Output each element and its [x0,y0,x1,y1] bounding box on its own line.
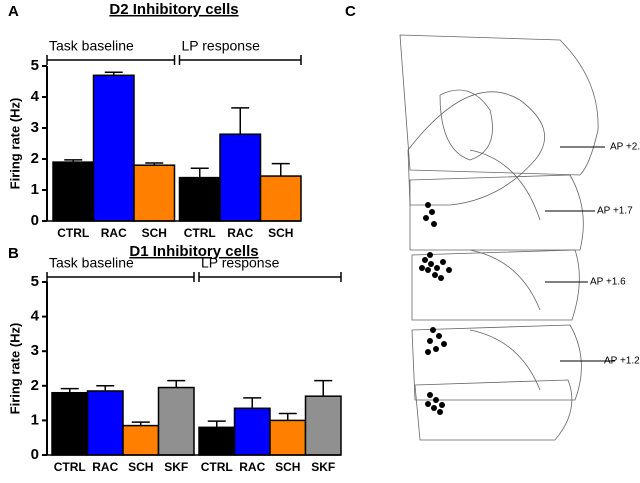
bar [133,164,176,222]
x-tick-label: CTRL [57,226,89,240]
group-label: LP response [182,38,261,54]
bar [51,391,89,456]
y-tick-label: 1 [31,181,39,198]
bar [52,161,95,222]
y-tick-label: 5 [31,273,39,290]
bar [304,395,342,456]
y-tick-label: 4 [31,308,40,325]
x-tick-label: RAC [227,226,253,240]
y-axis-label: Firing rate (Hz) [7,323,22,415]
panel-label: A [8,3,19,20]
x-tick-label: RAC [239,460,265,474]
x-tick-label: SCH [142,226,167,240]
bar [86,390,124,456]
ap-label: AP +1.2 [604,356,640,367]
y-tick-label: 3 [31,119,39,136]
x-tick-label: CTRL [184,226,216,240]
y-tick-label: 3 [31,342,39,359]
bar [198,426,236,456]
bar [269,419,307,456]
x-tick-label: CTRL [54,460,86,474]
x-tick-label: SCH [128,460,153,474]
x-tick-label: SKF [164,460,188,474]
y-axis-label: Firing rate (Hz) [7,98,22,190]
bar [178,176,221,222]
ap-label: AP +2.2 [610,142,640,153]
y-tick-label: 4 [31,88,40,105]
x-tick-label: SKF [311,460,335,474]
chart-title: D2 Inhibitory cells [109,1,238,18]
y-tick-label: 0 [31,212,39,229]
y-tick-label: 5 [31,57,39,74]
bar [157,386,195,456]
y-tick-label: 1 [31,411,39,428]
x-tick-label: RAC [92,460,118,474]
bar [233,407,271,456]
ap-label: AP +1.6 [590,277,626,288]
y-tick-label: 2 [31,150,39,167]
brain-sections: AP +2.2 AP +1.7 AP +1.6 AP +1.2 [399,34,640,441]
x-tick-label: CTRL [201,460,233,474]
bar [259,175,302,222]
chart-title: D1 Inhibitory cells [129,243,258,260]
bar [92,74,135,222]
bar [122,424,160,456]
x-tick-label: SCH [268,226,293,240]
panel-label: C [345,3,356,20]
y-tick-label: 2 [31,377,39,394]
x-tick-label: RAC [101,226,127,240]
panel-label: B [8,245,19,262]
y-tick-label: 0 [31,446,39,463]
bar [219,133,262,222]
ap-label: AP +1.7 [597,206,633,217]
group-label: Task baseline [49,255,134,271]
group-label: LP response [201,255,280,271]
x-tick-label: SCH [275,460,300,474]
group-label: Task baseline [49,38,134,54]
